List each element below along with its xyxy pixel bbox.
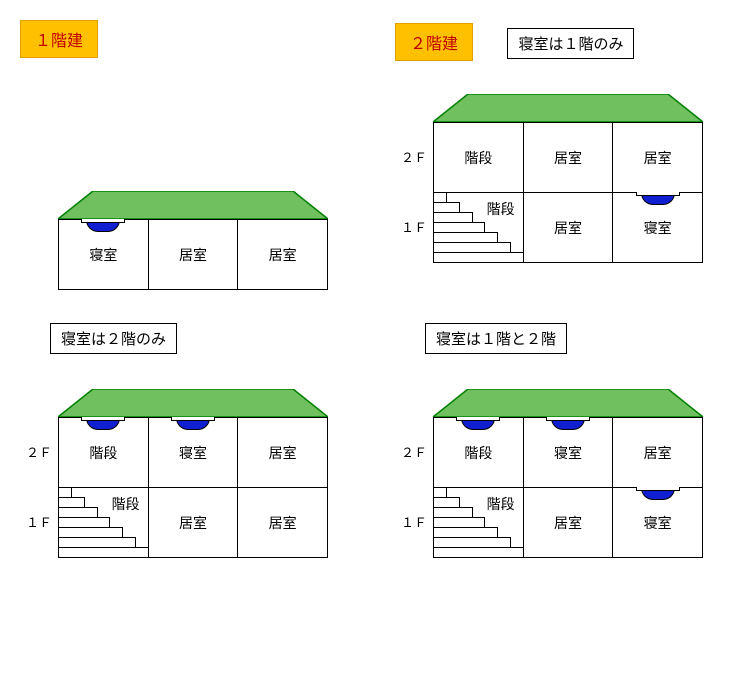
floor: 階段居室 寝室 xyxy=(433,488,703,558)
roof xyxy=(433,389,703,417)
house: 寝室 居室 居室 xyxy=(58,191,328,290)
room-living: 居室 xyxy=(613,418,702,487)
alarm-icon xyxy=(86,220,120,232)
room-label: 居室 xyxy=(644,148,672,168)
house: 階段居室居室階段居室寝室 xyxy=(433,94,703,263)
room-label: 階段 xyxy=(487,494,515,514)
room-label: 階段 xyxy=(487,199,515,219)
diagram-grid: １階建 ２階建 寝室は１階のみ 寝室居室居室 ２Ｆ１Ｆ階段居室居室階段居室寝室 … xyxy=(20,20,730,558)
alarm-icon xyxy=(551,418,585,430)
room-label: 居室 xyxy=(554,148,582,168)
room-stair: 階段 xyxy=(434,418,524,487)
floor: 階段 寝室 居室 xyxy=(433,418,703,488)
room-living: 居室 xyxy=(238,488,327,557)
case-label-2f: 寝室は２階のみ xyxy=(50,323,177,354)
room-label: 居室 xyxy=(554,513,582,533)
badge-two-story: ２階建 xyxy=(395,23,473,61)
room-label: 階段 xyxy=(464,443,492,463)
case-label-12: 寝室は１階と２階 xyxy=(425,323,567,354)
room-label: 居室 xyxy=(554,218,582,238)
header-left: １階建 xyxy=(20,20,355,65)
panel-two-1f: ２Ｆ１Ｆ階段居室居室階段居室寝室 xyxy=(395,90,730,290)
room-label: 居室 xyxy=(179,245,207,265)
floor-label: １Ｆ xyxy=(20,488,52,558)
room-bedroom: 寝室 xyxy=(59,220,149,289)
alarm-icon xyxy=(641,193,675,205)
room-living: 居室 xyxy=(613,123,702,192)
room-living: 居室 xyxy=(238,418,327,487)
room-stair: 階段 xyxy=(434,488,524,557)
room-label: 階段 xyxy=(112,494,140,514)
alarm-icon xyxy=(176,418,210,430)
floor-label: ２Ｆ xyxy=(20,418,52,488)
house: 階段寝室居室階段居室居室 xyxy=(58,389,328,558)
case-right: 寝室は１階と２階 xyxy=(395,315,730,360)
floor-labels: ２Ｆ１Ｆ xyxy=(395,123,433,263)
room-stair: 階段 xyxy=(59,488,149,557)
case-label-1f: 寝室は１階のみ xyxy=(507,28,634,59)
room-label: 寝室 xyxy=(89,245,117,265)
alarm-icon xyxy=(461,418,495,430)
floor-label: １Ｆ xyxy=(395,193,427,263)
room-bedroom: 寝室 xyxy=(524,418,614,487)
badge-one-story: １階建 xyxy=(20,20,98,58)
room-label: 寝室 xyxy=(644,218,672,238)
floor-label: ２Ｆ xyxy=(395,123,427,193)
floor-labels: ２Ｆ１Ｆ xyxy=(20,418,58,558)
floor: 階段 居室 居室 xyxy=(433,123,703,193)
room-stair: 階段 xyxy=(434,123,524,192)
room-bedroom: 寝室 xyxy=(149,418,239,487)
room-label: 寝室 xyxy=(179,443,207,463)
room-label: 寝室 xyxy=(554,443,582,463)
room-label: 居室 xyxy=(644,443,672,463)
house: 階段寝室居室階段居室寝室 xyxy=(433,389,703,558)
room-living: 居室 xyxy=(149,488,239,557)
alarm-icon xyxy=(641,488,675,500)
room-living: 居室 xyxy=(524,193,614,262)
roof xyxy=(58,191,328,219)
floor: 階段 寝室 居室 xyxy=(58,418,328,488)
floor-labels: ２Ｆ１Ｆ xyxy=(395,418,433,558)
case-left: 寝室は２階のみ xyxy=(20,315,355,360)
roof xyxy=(433,94,703,122)
panel-two-2f: ２Ｆ１Ｆ階段寝室居室階段居室居室 xyxy=(20,385,355,558)
panel-two-12: ２Ｆ１Ｆ階段寝室居室階段居室寝室 xyxy=(395,385,730,558)
floor-label: １Ｆ xyxy=(395,488,427,558)
room-label: 居室 xyxy=(179,513,207,533)
floor: 寝室 居室 居室 xyxy=(58,220,328,290)
room-bedroom: 寝室 xyxy=(613,193,702,262)
room-living: 居室 xyxy=(524,123,614,192)
room-label: 寝室 xyxy=(644,513,672,533)
room-living: 居室 xyxy=(149,220,239,289)
room-bedroom: 寝室 xyxy=(613,488,702,557)
header-right: ２階建 寝室は１階のみ xyxy=(395,20,730,65)
room-label: 居室 xyxy=(269,443,297,463)
roof xyxy=(58,389,328,417)
floor-label: ２Ｆ xyxy=(395,418,427,488)
room-living: 居室 xyxy=(238,220,327,289)
room-label: 居室 xyxy=(269,513,297,533)
panel-one-story: 寝室 居室 居室 xyxy=(20,90,355,290)
floor: 階段居室 居室 xyxy=(58,488,328,558)
room-label: 居室 xyxy=(269,245,297,265)
room-label: 階段 xyxy=(464,148,492,168)
room-stair: 階段 xyxy=(59,418,149,487)
alarm-icon xyxy=(86,418,120,430)
room-label: 階段 xyxy=(89,443,117,463)
floor: 階段居室 寝室 xyxy=(433,193,703,263)
room-stair: 階段 xyxy=(434,193,524,262)
room-living: 居室 xyxy=(524,488,614,557)
